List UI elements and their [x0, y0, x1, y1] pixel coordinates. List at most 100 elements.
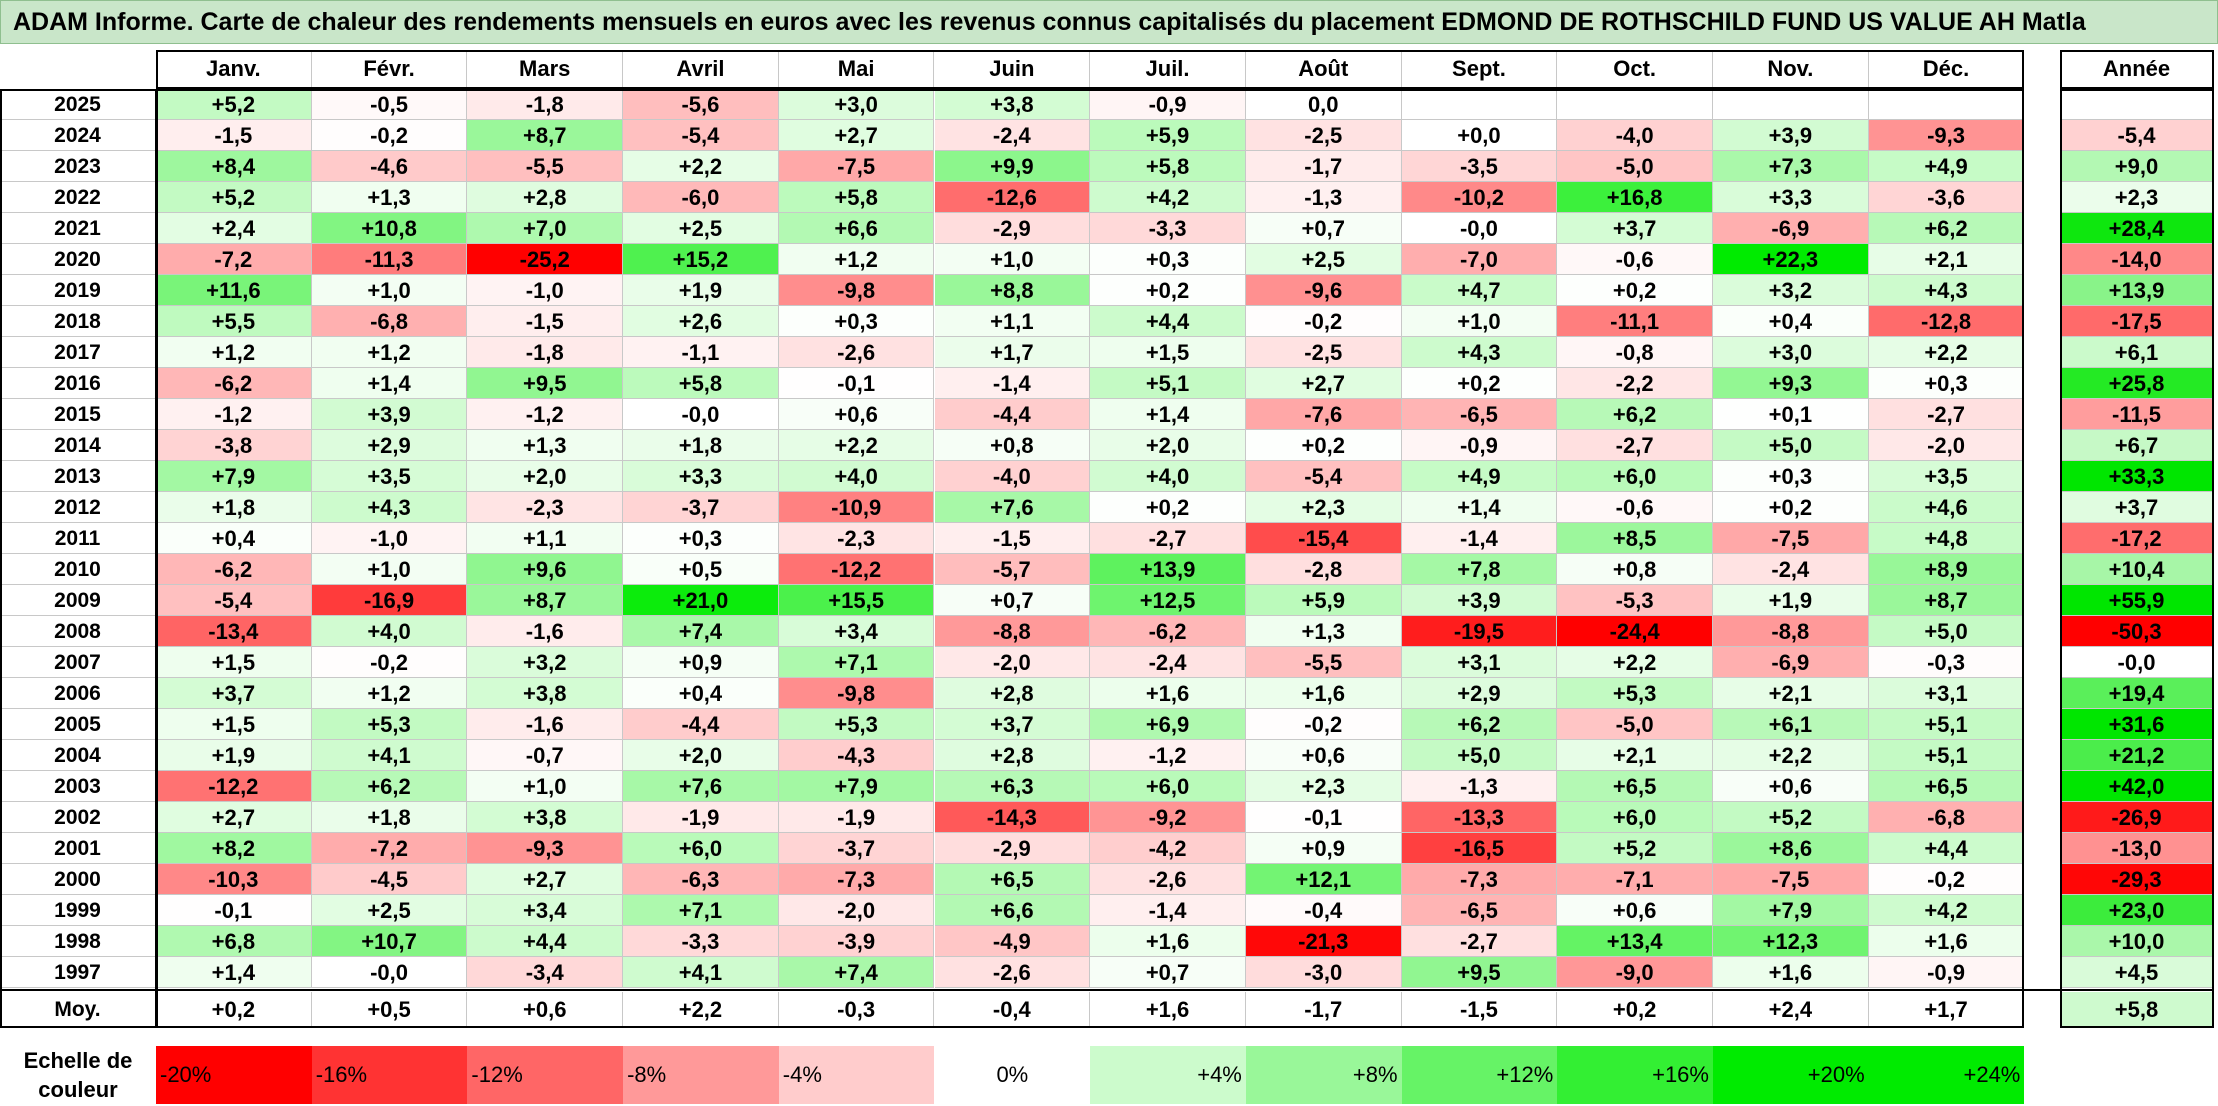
heatmap-cell: -7,5	[1713, 523, 1869, 554]
heatmap-cell: +0,3	[1090, 244, 1246, 275]
heatmap-cell: +7,3	[1713, 151, 1869, 182]
average-cell: -0,4	[934, 992, 1091, 1028]
heatmap-cell: +0,0	[1401, 120, 1558, 151]
color-scale-title-line1: Echelle de	[23, 1048, 133, 1073]
heatmap-cell: +3,9	[1401, 585, 1558, 616]
annual-cell: -17,2	[2060, 523, 2214, 554]
heatmap-cell: +7,6	[934, 492, 1091, 523]
heatmap-cell: -0,1	[1245, 802, 1402, 833]
year-label: 2012	[0, 492, 156, 523]
heatmap-cell: -4,0	[1557, 120, 1713, 151]
heatmap-cell: +1,3	[467, 430, 624, 461]
heatmap-cell: +1,4	[1090, 399, 1246, 430]
heatmap-cell: +5,0	[1868, 616, 2025, 647]
annual-cell: +2,3	[2060, 182, 2214, 213]
heatmap-cell: -6,2	[156, 554, 312, 585]
month-header: Août	[1245, 50, 1402, 88]
heatmap-cell: -7,5	[1713, 864, 1869, 895]
month-header: Mars	[467, 50, 624, 88]
heatmap-cell: -5,4	[156, 585, 312, 616]
heatmap-cell: +4,1	[311, 740, 468, 771]
heatmap-cell: -0,2	[1868, 864, 2025, 895]
heatmap-cell: +3,8	[467, 802, 624, 833]
heatmap-cell: -0,0	[311, 957, 468, 988]
heatmap-cell: -13,3	[1401, 802, 1558, 833]
average-cell: +1,7	[1868, 992, 2025, 1028]
heatmap-cell: -6,5	[1401, 399, 1558, 430]
annual-cell: +42,0	[2060, 771, 2214, 802]
heatmap-cell: +13,9	[1090, 554, 1246, 585]
heatmap-cell: +4,3	[311, 492, 468, 523]
heatmap-cell: -2,4	[1713, 554, 1869, 585]
heatmap-cell: +5,2	[156, 182, 312, 213]
heatmap-cell: -2,9	[934, 833, 1091, 864]
heatmap-cell: -1,4	[1401, 523, 1558, 554]
heatmap-cell: -6,2	[156, 368, 312, 399]
heatmap-cell: +3,7	[156, 678, 312, 709]
heatmap-cell: +0,6	[1557, 895, 1713, 926]
heatmap-cell: +2,8	[934, 740, 1091, 771]
month-header: Nov.	[1713, 50, 1869, 88]
heatmap-cell: -2,4	[1090, 647, 1246, 678]
heatmap-cell: +3,7	[934, 709, 1091, 740]
heatmap-cell: +3,3	[623, 461, 779, 492]
average-cell: -1,7	[1245, 992, 1402, 1028]
heatmap-cell: -1,4	[1090, 895, 1246, 926]
heatmap-cell: +4,3	[1868, 275, 2025, 306]
heatmap-cell	[1713, 89, 1869, 120]
year-label: 2001	[0, 833, 156, 864]
heatmap-cell: +1,4	[1401, 492, 1558, 523]
year-label: 2014	[0, 430, 156, 461]
heatmap-cell: +1,1	[467, 523, 624, 554]
year-label: 2021	[0, 213, 156, 244]
heatmap-cell: -19,5	[1401, 616, 1558, 647]
heatmap-cell: -1,8	[467, 89, 624, 120]
heatmap-cell: +2,3	[1245, 771, 1402, 802]
heatmap-cell: -12,2	[778, 554, 935, 585]
color-scale-swatch: -8%	[623, 1046, 779, 1104]
heatmap-cell: +5,3	[311, 709, 468, 740]
heatmap-cell: +3,4	[778, 616, 935, 647]
heatmap-cell: -4,4	[934, 399, 1091, 430]
heatmap-cell: -2,7	[1868, 399, 2025, 430]
year-label: 2006	[0, 678, 156, 709]
heatmap-cell: +4,0	[311, 616, 468, 647]
year-label: 2016	[0, 368, 156, 399]
heatmap-cell: +1,6	[1245, 678, 1402, 709]
month-header: Avril	[623, 50, 779, 88]
heatmap-cell: +1,5	[1090, 337, 1246, 368]
annual-cell: +6,7	[2060, 430, 2214, 461]
heatmap-cell: -7,3	[1401, 864, 1558, 895]
heatmap-cell: -1,0	[467, 275, 624, 306]
heatmap-cell: -7,2	[156, 244, 312, 275]
heatmap-cell: +3,3	[1713, 182, 1869, 213]
heatmap-cell: +0,5	[623, 554, 779, 585]
heatmap-cell: +2,5	[623, 213, 779, 244]
heatmap-cell: +5,5	[156, 306, 312, 337]
color-scale-swatch: -16%	[311, 1046, 468, 1104]
heatmap-cell: +1,8	[156, 492, 312, 523]
heatmap-cell: -2,0	[778, 895, 935, 926]
heatmap-cell	[1401, 89, 1558, 120]
annual-cell: +3,7	[2060, 492, 2214, 523]
heatmap-cell: -1,5	[934, 523, 1091, 554]
heatmap-cell: +6,2	[1557, 399, 1713, 430]
heatmap-cell: -2,0	[934, 647, 1091, 678]
heatmap-cell: +2,7	[156, 802, 312, 833]
average-cell: +0,2	[156, 992, 312, 1028]
year-label: 2022	[0, 182, 156, 213]
heatmap-cell: -4,0	[934, 461, 1091, 492]
heatmap-cell: -11,1	[1557, 306, 1713, 337]
heatmap-cell: +3,9	[1713, 120, 1869, 151]
heatmap-cell: +7,6	[623, 771, 779, 802]
heatmap-cell: +4,7	[1401, 275, 1558, 306]
heatmap-cell: -0,6	[1557, 244, 1713, 275]
heatmap-cell: +1,0	[311, 554, 468, 585]
heatmap-cell: +4,2	[1868, 895, 2025, 926]
annual-cell: +13,9	[2060, 275, 2214, 306]
heatmap-cell: -3,5	[1401, 151, 1558, 182]
heatmap-cell: +6,5	[934, 864, 1091, 895]
heatmap-cell: +4,8	[1868, 523, 2025, 554]
heatmap-cell: -1,2	[1090, 740, 1246, 771]
color-scale-swatch: +12%	[1401, 1046, 1558, 1104]
